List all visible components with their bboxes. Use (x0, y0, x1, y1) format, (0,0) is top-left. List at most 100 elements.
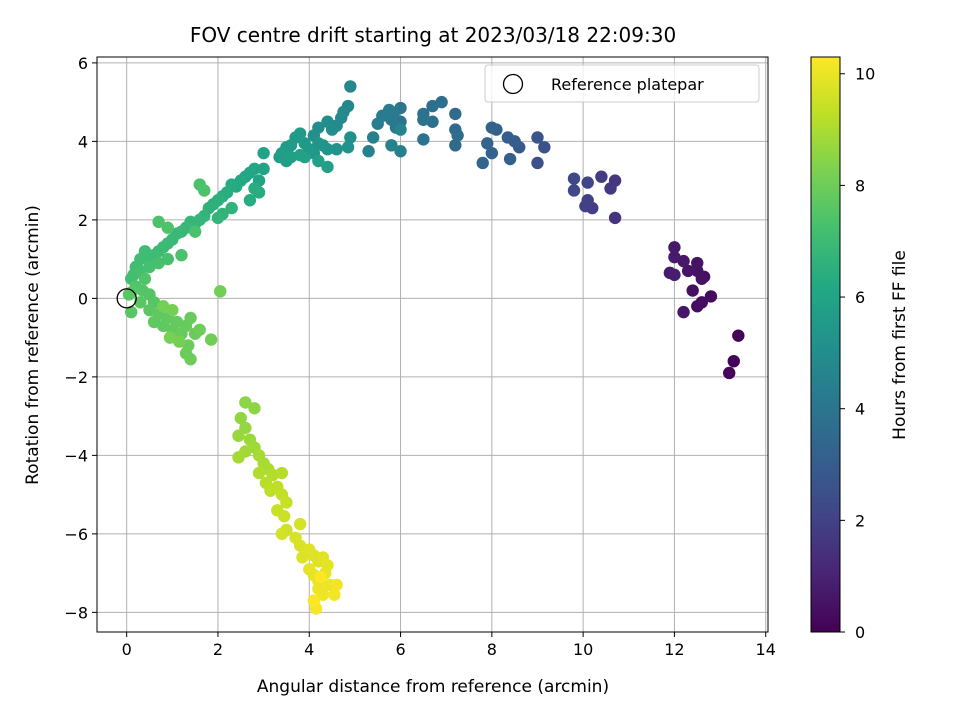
data-point (344, 80, 357, 93)
data-point (257, 162, 270, 176)
data-point (371, 117, 384, 130)
data-point (321, 115, 334, 128)
data-point (298, 137, 311, 150)
data-point (252, 466, 266, 480)
data-point (307, 594, 321, 607)
data-point (449, 139, 462, 152)
data-point (704, 290, 718, 303)
data-point (198, 184, 211, 197)
colorbar-tick-label: 2 (855, 511, 865, 530)
scatter-points (122, 80, 745, 615)
data-point (214, 285, 227, 298)
y-tick-label: 0 (78, 289, 88, 308)
data-point (595, 170, 608, 183)
data-point (312, 137, 325, 150)
data-point (366, 131, 380, 144)
data-point (277, 510, 291, 523)
data-point (232, 451, 245, 464)
data-point (211, 211, 225, 225)
data-point (481, 137, 494, 150)
data-point (328, 588, 341, 601)
plot-background (97, 57, 768, 632)
data-point (567, 172, 581, 185)
data-point (417, 133, 430, 146)
data-point (156, 300, 170, 313)
data-point (248, 182, 261, 195)
colorbar-tick-label: 6 (855, 288, 865, 307)
data-point (161, 252, 174, 266)
data-point (234, 411, 247, 425)
x-tick-label: 4 (304, 640, 314, 659)
data-point (184, 311, 197, 325)
x-axis-label: Angular distance from reference (arcmin) (257, 677, 609, 697)
reference-marker (116, 288, 137, 309)
legend-box (484, 64, 760, 103)
data-point (476, 156, 489, 170)
x-tick-label: 0 (122, 640, 132, 659)
colorbar-label: Hours from first FF file (890, 250, 910, 440)
data-point (668, 268, 681, 282)
data-point (293, 517, 307, 531)
data-point (225, 201, 238, 215)
x-tick-label: 14 (756, 640, 776, 659)
y-tick-label: 2 (78, 211, 88, 230)
data-point (362, 144, 375, 158)
reference-marker-group (116, 288, 137, 309)
x-tick-label: 8 (487, 640, 497, 659)
data-point (732, 329, 745, 342)
colorbar-tick-label: 10 (855, 65, 875, 84)
data-point (257, 146, 270, 160)
data-point (604, 182, 617, 195)
data-point (232, 429, 245, 442)
y-axis-ticks: −8 −6 −4 −2 0 2 4 6 (64, 54, 97, 622)
legend-entry-reference: Reference platepar (551, 75, 704, 94)
data-point (161, 221, 174, 234)
data-point (280, 496, 293, 509)
data-point (175, 249, 188, 262)
data-point (723, 366, 736, 380)
data-point (531, 131, 544, 144)
data-point (188, 225, 202, 238)
data-point (138, 272, 152, 285)
data-point (538, 141, 551, 154)
data-point (275, 466, 289, 480)
data-point (248, 402, 261, 415)
x-tick-label: 2 (213, 640, 223, 659)
data-point (449, 107, 462, 121)
x-tick-label: 10 (573, 640, 593, 659)
grid (97, 57, 768, 632)
data-point (677, 305, 690, 319)
plot-frame (96, 56, 769, 633)
data-point (275, 527, 289, 541)
data-point (184, 353, 197, 366)
colorbar-tick-label: 8 (855, 176, 865, 195)
data-point (394, 123, 407, 136)
data-point (314, 570, 327, 584)
data-point (567, 184, 581, 197)
data-point (727, 354, 740, 368)
data-point (579, 199, 592, 213)
colorbar-tick-label: 4 (855, 400, 865, 419)
colorbar-ticks: 0 2 4 6 8 10 (840, 65, 875, 642)
plot-area: 0 2 4 6 8 10 12 14 −8 −6 −4 −2 0 2 4 6 (64, 54, 775, 659)
data-point (686, 284, 699, 297)
y-tick-label: 6 (78, 54, 88, 73)
data-point (344, 131, 357, 144)
legend-reference-marker (502, 73, 524, 95)
data-point (668, 241, 681, 254)
data-point (531, 156, 544, 170)
data-point (695, 272, 709, 285)
colorbar-gradient (810, 56, 841, 633)
data-point (298, 150, 311, 164)
chart-title: FOV centre drift starting at 2023/03/18 … (190, 23, 676, 47)
y-tick-label: −4 (64, 446, 88, 465)
x-tick-label: 6 (395, 640, 405, 659)
y-axis-label: Rotation from reference (arcmin) (23, 205, 43, 485)
data-point (243, 194, 257, 207)
data-point (608, 211, 622, 225)
x-tick-label: 12 (664, 640, 684, 659)
y-tick-label: −6 (64, 525, 88, 544)
y-tick-label: −8 (64, 603, 88, 622)
data-point (581, 176, 594, 189)
